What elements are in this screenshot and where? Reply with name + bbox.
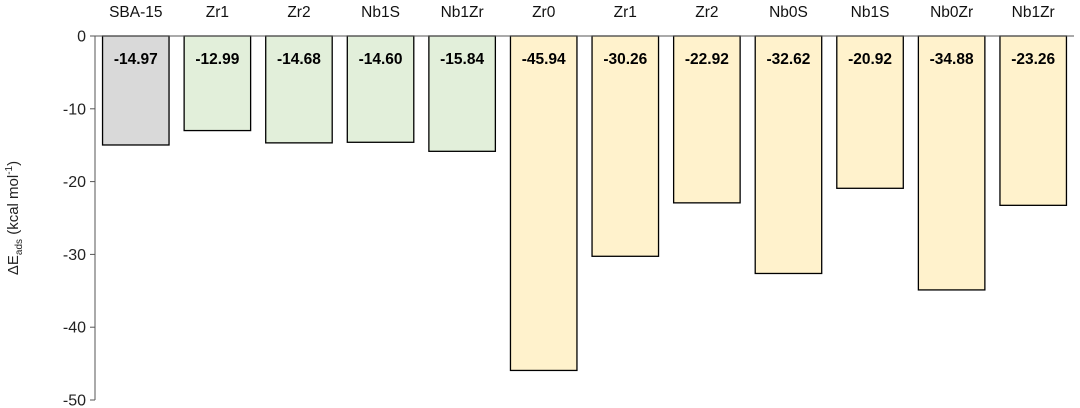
category-label: Zr0: [532, 4, 556, 21]
data-label: -14.60: [359, 51, 403, 68]
category-label: Nb0S: [769, 4, 808, 21]
category-label: Zr2: [695, 4, 718, 21]
category-label: Nb1Zr: [441, 4, 484, 21]
y-tick-label: -20: [63, 174, 86, 191]
category-label: Nb1S: [851, 4, 890, 21]
data-label: -34.88: [930, 51, 974, 68]
bar: [999, 35, 1068, 206]
bars-layer: [101, 35, 1068, 372]
value-labels: -14.97 -12.99 -14.68 -14.60 -15.84 -45.94 -30.…: [114, 51, 1056, 68]
category-label: Nb0Zr: [930, 4, 973, 21]
category-label: Nb1S: [361, 4, 400, 21]
data-label: -14.97: [114, 51, 158, 68]
data-label: -14.68: [277, 51, 321, 68]
y-axis-title-middle: (kcal mol: [5, 175, 22, 239]
bar: [428, 35, 497, 152]
category-label: Zr2: [287, 4, 310, 21]
data-label: -23.26: [1011, 51, 1055, 68]
y-tick-label: 0: [77, 29, 86, 46]
y-tick-label: -30: [63, 247, 86, 264]
data-label: -45.94: [522, 51, 566, 68]
y-tick-label: -10: [63, 101, 86, 118]
data-label: -15.84: [440, 51, 484, 68]
bar: [183, 35, 252, 132]
category-label: SBA-15: [109, 4, 162, 21]
y-axis-title-prefix: ΔE: [5, 255, 22, 275]
y-tick-label: -50: [63, 393, 86, 408]
data-label: -30.26: [603, 51, 647, 68]
bar: [836, 35, 904, 189]
data-label: -12.99: [195, 51, 239, 68]
data-label: -22.92: [685, 51, 729, 68]
category-label: Zr1: [206, 4, 229, 21]
y-axis: 0 -10 -20 -30 -40 -50: [63, 29, 1074, 408]
bar: [754, 35, 823, 275]
y-axis-title-subscript: ads: [14, 239, 25, 255]
data-label: -32.62: [766, 51, 810, 68]
bar: [672, 35, 741, 204]
bar: [346, 35, 415, 143]
data-label: -20.92: [848, 51, 892, 68]
category-label: Nb1Zr: [1012, 4, 1055, 21]
y-axis-title-superscript: -1: [4, 165, 15, 174]
bar: [509, 35, 578, 372]
bar: [917, 35, 986, 291]
bar: [591, 35, 660, 257]
y-axis-title: ΔEads (kcal mol-1): [4, 161, 25, 275]
category-labels: SBA-15 Zr1 Zr2 Nb1S Nb1Zr Zr0 Zr1 Zr2 Nb0S Nb1S Nb…: [109, 4, 1055, 21]
category-label: Zr1: [614, 4, 637, 21]
bar: [101, 35, 170, 146]
y-axis-title-suffix: ): [5, 161, 22, 166]
y-tick-label: -40: [63, 320, 86, 337]
